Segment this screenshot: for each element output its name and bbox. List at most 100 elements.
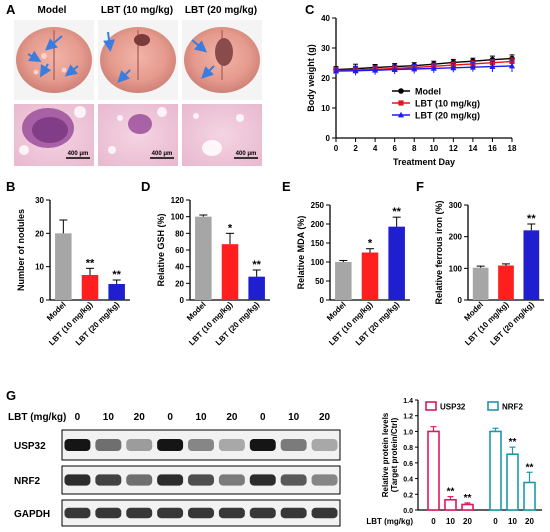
chart-g-x-tick-label: 20 bbox=[525, 517, 534, 526]
blot-lane-label: 0 bbox=[75, 412, 81, 423]
histology-model: 400 μm bbox=[14, 104, 94, 166]
chart-B-x-tick-label: Model bbox=[45, 300, 68, 323]
chart-c-y-tick-label: 20 bbox=[321, 74, 330, 83]
chart-g-x-tick-label: 0 bbox=[493, 517, 498, 526]
blot-band bbox=[64, 474, 91, 486]
chart-D-y-tick-label: 60 bbox=[175, 246, 184, 255]
panel-a-images: Model LBT (10 mg/kg) LBT (20 mg/kg) bbox=[14, 5, 262, 166]
chart-B-y-tick-label: 20 bbox=[35, 229, 44, 238]
chart-E-y-tick-label: 50 bbox=[315, 277, 324, 286]
western-blot: LBT (mg/kg) 0 10 20 0 10 20 0 10 20 USP32 NRF2 GAPDH bbox=[8, 412, 341, 527]
panel-a-title-lbt10: LBT (10 mg/kg) bbox=[101, 5, 173, 16]
chart-E-y-tick-label: 0 bbox=[320, 296, 325, 305]
blot-band bbox=[218, 439, 245, 451]
panel-a-title-lbt20: LBT (20 mg/kg) bbox=[185, 5, 257, 16]
chart-g-y-tick-label: 1.2 bbox=[403, 414, 413, 421]
chart-c-point bbox=[489, 63, 496, 69]
chart-B-bar bbox=[55, 233, 72, 300]
blot-row-label: USP32 bbox=[14, 441, 46, 452]
chart-g-bar bbox=[461, 503, 474, 511]
chart-c-legend-marker bbox=[398, 88, 404, 94]
blot-band bbox=[280, 507, 307, 519]
chart-D-y-tick-label: 100 bbox=[171, 213, 185, 222]
chart-g-bar bbox=[506, 453, 519, 511]
chart-F-y-tick-label: 200 bbox=[449, 233, 463, 242]
chart-g-bar bbox=[444, 498, 457, 511]
chart-E-y-label: Relative MDA (%) bbox=[296, 216, 306, 290]
chart-g-y-tick-label: 0.8 bbox=[403, 445, 413, 452]
blot-band bbox=[280, 439, 307, 451]
chart-c-point bbox=[411, 65, 418, 72]
panel-letter-g: G bbox=[6, 388, 16, 403]
chart-E-significance: * bbox=[368, 238, 373, 250]
chart-B-y-label: Number of nodules bbox=[16, 209, 26, 291]
chart-c-point bbox=[430, 65, 437, 71]
chart-g-x-tick-label: 0 bbox=[431, 517, 436, 526]
chart-F-y-tick-label: 0 bbox=[458, 296, 463, 305]
panel-letter-d: D bbox=[141, 179, 150, 194]
blot-band bbox=[95, 439, 122, 451]
chart-c-y-label: Body weight (g) bbox=[306, 44, 316, 112]
blot-lane-label: 20 bbox=[226, 412, 238, 423]
chart-D-significance: * bbox=[228, 222, 233, 234]
blot-row-label: NRF2 bbox=[14, 476, 41, 487]
chart-E-y-tick-label: 150 bbox=[311, 239, 325, 248]
chart-c-x-label: Treatment Day bbox=[393, 157, 455, 167]
panel-a-title-model: Model bbox=[38, 5, 67, 16]
chart-g-bar bbox=[427, 430, 440, 511]
chart-B-y-tick-label: 10 bbox=[35, 263, 44, 272]
chart-c-legend-marker bbox=[398, 111, 404, 118]
blot-band bbox=[249, 439, 276, 451]
chart-c-y-tick-label: 40 bbox=[321, 14, 330, 23]
chart-c-legend-marker bbox=[398, 100, 404, 106]
chart-g-y-tick-label: 1.0 bbox=[403, 429, 413, 436]
chart-c-legend-label: LBT (20 mg/kg) bbox=[415, 111, 480, 121]
lung-photo-model bbox=[14, 20, 94, 100]
chart-c-body-weight: 0 10 20 30 40 0 2 4 6 8 10 12 14 16 18 Treatment Day Bod… bbox=[306, 14, 517, 167]
chart-c-x-tick-label: 2 bbox=[353, 144, 358, 153]
chart-E-bar bbox=[388, 226, 405, 300]
chart-c-point bbox=[333, 67, 339, 74]
chart-E-bar bbox=[335, 262, 352, 300]
chart-g-y-tick-label: 1.4 bbox=[403, 398, 413, 405]
chart-g-protein-levels: 0.0 0.2 0.4 0.6 0.8 1.0 1.2 1.4 Relative protein… bbox=[366, 398, 542, 526]
chart-g-legend-label: NRF2 bbox=[502, 403, 523, 412]
chart-g-significance: ** bbox=[526, 462, 534, 473]
chart-g-legend-swatch bbox=[425, 401, 437, 411]
chart-c-point bbox=[352, 67, 359, 74]
chart-c-y-tick-label: 10 bbox=[321, 104, 330, 113]
panel-letter-b: B bbox=[6, 179, 15, 194]
chart-c-series-line bbox=[335, 65, 513, 72]
chart-E-bar bbox=[361, 252, 379, 300]
chart-g-x-label: LBT (mg/kg) bbox=[366, 517, 413, 526]
chart-c-point bbox=[450, 64, 457, 71]
chart-g-y-label: Relative protein levels bbox=[381, 412, 390, 497]
chart-D-x-tick-label: Model bbox=[185, 300, 208, 323]
blot-band bbox=[126, 474, 153, 486]
chart-B-bar bbox=[108, 284, 125, 300]
lung-photo-lbt20 bbox=[182, 20, 262, 100]
blot-band bbox=[218, 507, 245, 519]
scale-bar-label-3: 400 μm bbox=[236, 151, 257, 157]
blot-lane-label: 0 bbox=[167, 412, 173, 423]
chart-g-y-tick-label: 0.4 bbox=[403, 477, 413, 484]
scale-bar-label-1: 400 μm bbox=[68, 151, 89, 157]
chart-c-series-line bbox=[335, 60, 513, 72]
blot-band bbox=[126, 507, 153, 519]
blot-lane-label: 0 bbox=[260, 412, 266, 423]
blot-lane-label: 10 bbox=[103, 412, 115, 423]
chart-c-x-tick-label: 12 bbox=[449, 144, 458, 153]
panel-letter-f: F bbox=[416, 179, 424, 194]
blot-band bbox=[249, 474, 276, 486]
chart-E-significance: ** bbox=[392, 206, 401, 218]
chart-E-x-tick-label: Model bbox=[325, 300, 348, 323]
chart-c-series-line bbox=[335, 57, 513, 71]
chart-B-significance: ** bbox=[112, 269, 121, 281]
chart-D-y-label: Relative GSH (%) bbox=[156, 213, 166, 286]
blot-row-label: GAPDH bbox=[14, 509, 50, 520]
blot-band bbox=[311, 439, 338, 451]
chart-D-bar bbox=[248, 276, 265, 300]
chart-F-y-tick-label: 300 bbox=[449, 201, 463, 210]
